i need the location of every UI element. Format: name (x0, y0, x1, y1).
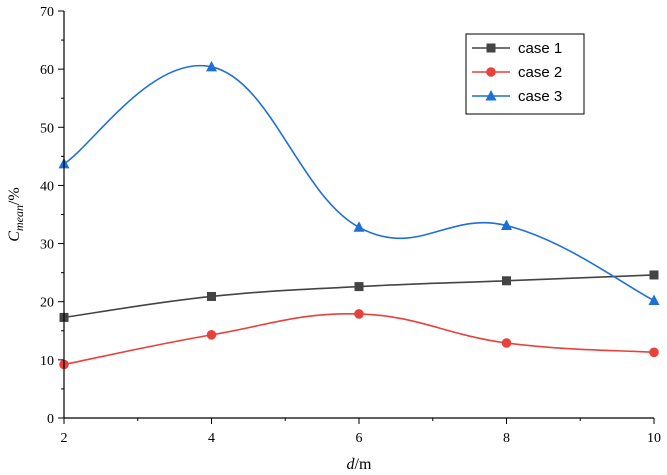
y-tick-label: 50 (40, 121, 54, 136)
legend-item: case 2 (472, 64, 562, 81)
data-point (649, 270, 659, 280)
data-point (206, 60, 217, 72)
y-tick-label: 0 (47, 412, 54, 427)
data-point (501, 338, 512, 348)
legend-label: case 3 (518, 88, 562, 105)
y-tick-label: 70 (40, 5, 54, 20)
y-axis-title-unit: /% (6, 187, 23, 205)
y-tick-label: 20 (40, 296, 54, 311)
legend-label: case 1 (518, 40, 562, 57)
data-point (648, 294, 660, 306)
x-axis-title-unit: /m (355, 456, 372, 473)
axes-layer: 0 10 20 30 40 50 60 70 2 4 6 8 10 (40, 5, 661, 446)
data-point (502, 276, 511, 286)
legend-marker (486, 43, 496, 53)
x-axis-title: d/m (347, 456, 372, 473)
x-axis-title-symbol: d (347, 456, 356, 473)
x-tick-label: 6 (356, 431, 363, 446)
y-axis-title-subscript: mean (12, 205, 26, 231)
data-point (353, 221, 365, 232)
y-axis-title: Cmean/% (6, 187, 26, 241)
series-layer (58, 60, 660, 370)
y-tick-label: 30 (40, 238, 54, 253)
y-tick-label: 10 (40, 354, 54, 369)
series-line (63, 64, 655, 302)
legend-label: case 2 (518, 64, 562, 81)
data-point (354, 309, 364, 319)
data-point (207, 291, 216, 301)
data-point (206, 330, 217, 340)
series-2 (59, 309, 659, 370)
x-tick-label: 8 (503, 431, 510, 446)
legend-item: case 1 (472, 40, 562, 57)
x-tick-label: 10 (647, 431, 661, 446)
legend-item: case 3 (472, 88, 562, 105)
series-line (63, 312, 655, 366)
x-tick-label: 2 (61, 431, 68, 446)
y-tick-label: 60 (40, 63, 54, 78)
y-tick-label: 40 (40, 179, 54, 194)
legend-marker (486, 67, 496, 77)
data-point (501, 219, 512, 231)
legend: case 1 case 2 case 3 (465, 33, 585, 115)
legend-marker (485, 90, 497, 101)
x-tick-label: 4 (208, 431, 215, 446)
data-point (354, 282, 364, 292)
y-axis-title-symbol: C (6, 231, 23, 242)
data-point (649, 347, 659, 358)
